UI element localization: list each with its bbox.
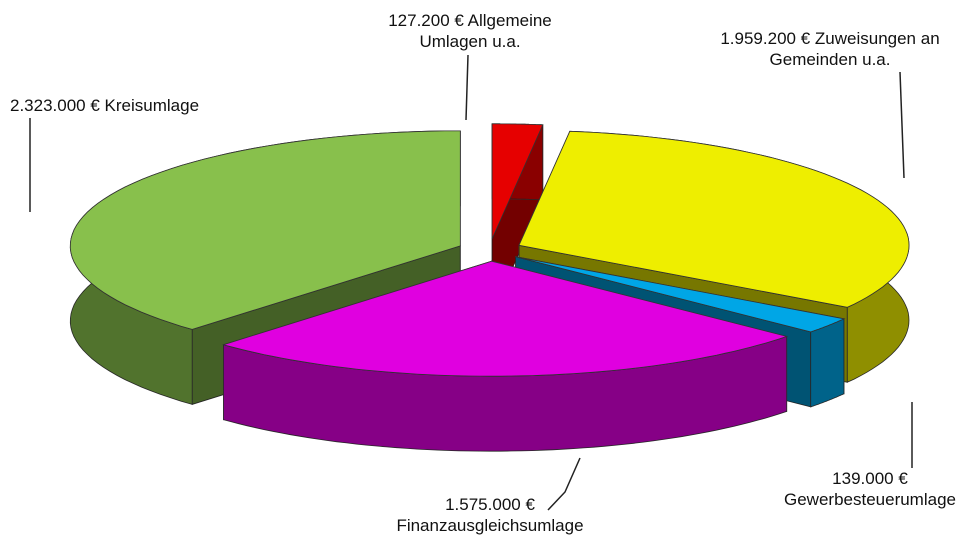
leader-line (899, 71, 905, 179)
slice-side-shade (810, 318, 844, 407)
category-label: Kreisumlage (104, 96, 200, 115)
slice (69, 130, 461, 330)
slice-label: 127.200 € Allgemeine Umlagen u.a. (360, 10, 580, 52)
slice-label: 139.000 € Gewerbesteuerumlage (770, 468, 970, 510)
category-label: Gewerbesteuerumlage (784, 490, 956, 509)
value-label: 139.000 € (832, 469, 908, 488)
value-label: 1.575.000 € (445, 495, 535, 514)
category-label: Allgemeine Umlagen u.a. (419, 11, 552, 51)
value-label: 2.323.000 € (10, 96, 100, 115)
leader-line (465, 54, 469, 121)
value-label: 127.200 € (388, 11, 464, 30)
leader-lines (29, 54, 913, 511)
category-label: Finanzausgleichsumlage (396, 516, 584, 535)
slice-label: 1.575.000 € Finanzausgleichsumlage (370, 494, 610, 536)
slice (222, 260, 789, 377)
slice (491, 123, 544, 239)
slice-label: 2.323.000 € Kreisumlage (0, 95, 270, 116)
slice (515, 256, 846, 333)
value-label: 1.959.200 € (720, 29, 811, 48)
slice (518, 130, 910, 308)
slice-side-shade (223, 336, 787, 452)
leader-line (547, 457, 581, 511)
slice-label: 1.959.200 € Zuweisungen an Gemeinden u.a… (700, 28, 960, 70)
category-label: Zuweisungen an Gemeinden u.a. (769, 29, 940, 69)
